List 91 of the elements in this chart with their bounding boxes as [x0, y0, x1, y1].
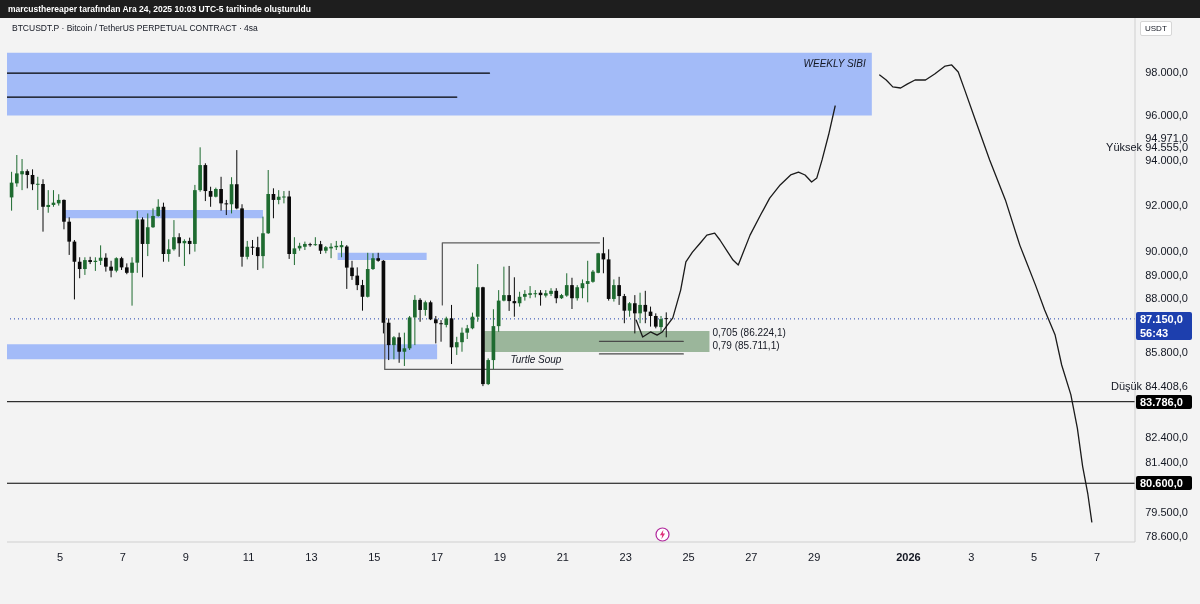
candlestick	[166, 238, 171, 263]
candlestick	[62, 198, 66, 230]
candlestick	[77, 256, 82, 279]
line-series	[635, 105, 836, 338]
y-tick-label: 98.000,0	[1145, 66, 1188, 79]
y-tick-label: 79.500,0	[1145, 506, 1188, 519]
y-tick-label: 94.000,0	[1145, 153, 1188, 166]
candlestick	[617, 276, 621, 306]
x-tick-label: 9	[182, 551, 189, 563]
candlestick	[507, 265, 511, 312]
candlestick	[172, 219, 176, 252]
x-tick-label: 2026	[896, 551, 921, 563]
candlestick	[109, 260, 113, 278]
y-tick-label: 89.000,0	[1145, 268, 1188, 281]
candlestick	[392, 335, 396, 360]
y-tick-label: 82.400,0	[1145, 430, 1188, 443]
candlestick	[145, 212, 150, 257]
annotation: Turtle Soup	[510, 354, 562, 367]
y-tick-label: 81.400,0	[1145, 456, 1188, 469]
y-tick-label: Düşük 84.408,6	[1110, 380, 1188, 393]
candlestick	[386, 317, 391, 361]
candlestick	[633, 294, 637, 334]
candlestick	[402, 332, 407, 367]
candlestick	[25, 168, 30, 189]
candlestick	[151, 207, 155, 229]
x-tick-label: 21	[556, 551, 569, 563]
x-tick-label: 15	[368, 551, 381, 563]
x-tick-label: 11	[242, 551, 255, 563]
x-tick-label: 29	[808, 551, 821, 563]
candlestick	[439, 319, 443, 343]
candlestick	[433, 315, 438, 344]
candlestick	[46, 189, 51, 214]
y-axis-title: USDT	[1140, 21, 1172, 36]
candlestick	[502, 266, 506, 302]
y-tick-label: 78.600,0	[1145, 530, 1188, 543]
candlestick	[303, 241, 307, 251]
y-tick-label: 96.000,0	[1145, 109, 1188, 122]
x-tick-label: 7	[119, 551, 126, 563]
candlestick	[88, 256, 92, 265]
y-tick-label: 92.000,0	[1145, 198, 1188, 211]
line-series	[879, 64, 1093, 523]
x-tick-label: 5	[1031, 551, 1038, 563]
candlestick	[454, 336, 459, 356]
x-tick-label: 13	[305, 551, 318, 563]
candlestick	[643, 290, 648, 324]
candlestick	[344, 244, 349, 290]
x-tick-label: 19	[493, 551, 507, 563]
candlestick	[413, 294, 417, 346]
candlestick	[664, 311, 669, 338]
candlestick	[41, 178, 45, 233]
candlestick	[350, 260, 354, 281]
candlestick	[245, 240, 250, 260]
x-tick-label: 7	[1093, 551, 1101, 563]
candlestick	[255, 236, 260, 271]
y-tick-label: 85.800,0	[1145, 345, 1188, 358]
text: 0,705 (86.224,1)	[712, 327, 786, 340]
candlestick	[219, 176, 223, 212]
candlestick	[261, 216, 265, 269]
candlestick	[460, 327, 464, 353]
text: marcusthereaper tarafından Ara 24, 2025 10:03 UTC-5 tarihinde oluşturuldu	[8, 4, 311, 14]
ref-line-label: 83.786,0	[1136, 394, 1192, 409]
ref-line-label: 80.600,0	[1136, 476, 1192, 491]
candlestick	[418, 297, 422, 323]
candlestick	[612, 278, 616, 303]
x-tick-label: 25	[682, 551, 695, 563]
candlestick	[308, 242, 312, 248]
candlestick	[397, 332, 401, 364]
annotation: WEEKLY SIBI	[803, 57, 866, 70]
candlestick	[104, 252, 108, 273]
candlestick	[638, 292, 642, 324]
candlestick	[35, 176, 40, 211]
candlestick	[570, 277, 574, 310]
y-tick-label: 88.000,0	[1145, 292, 1188, 305]
candlestick	[177, 232, 182, 258]
y-tick-label: 94.971,0	[1145, 132, 1188, 145]
candlestick	[355, 266, 360, 291]
candlestick	[659, 315, 663, 333]
ref-line-label: 87.150,0 56:43	[1136, 311, 1192, 340]
candlestick	[67, 216, 72, 256]
candlestick	[83, 256, 87, 276]
y-tick-label: 90.000,0	[1145, 245, 1188, 258]
x-tick-label: 27	[745, 551, 758, 563]
x-tick-label: 17	[430, 551, 444, 563]
candlestick	[564, 272, 569, 298]
candlestick	[130, 256, 134, 307]
text: 0,79 (85.711,1)	[712, 339, 780, 352]
candlestick	[224, 199, 229, 216]
x-tick-label: 23	[619, 551, 632, 563]
text: BTCUSDT.P · Bitcoin / TetherUS PERPETUAL CONTRACT · 4sa	[12, 23, 258, 33]
x-tick-label: 3	[968, 551, 975, 563]
x-tick-label: 5	[56, 551, 64, 563]
